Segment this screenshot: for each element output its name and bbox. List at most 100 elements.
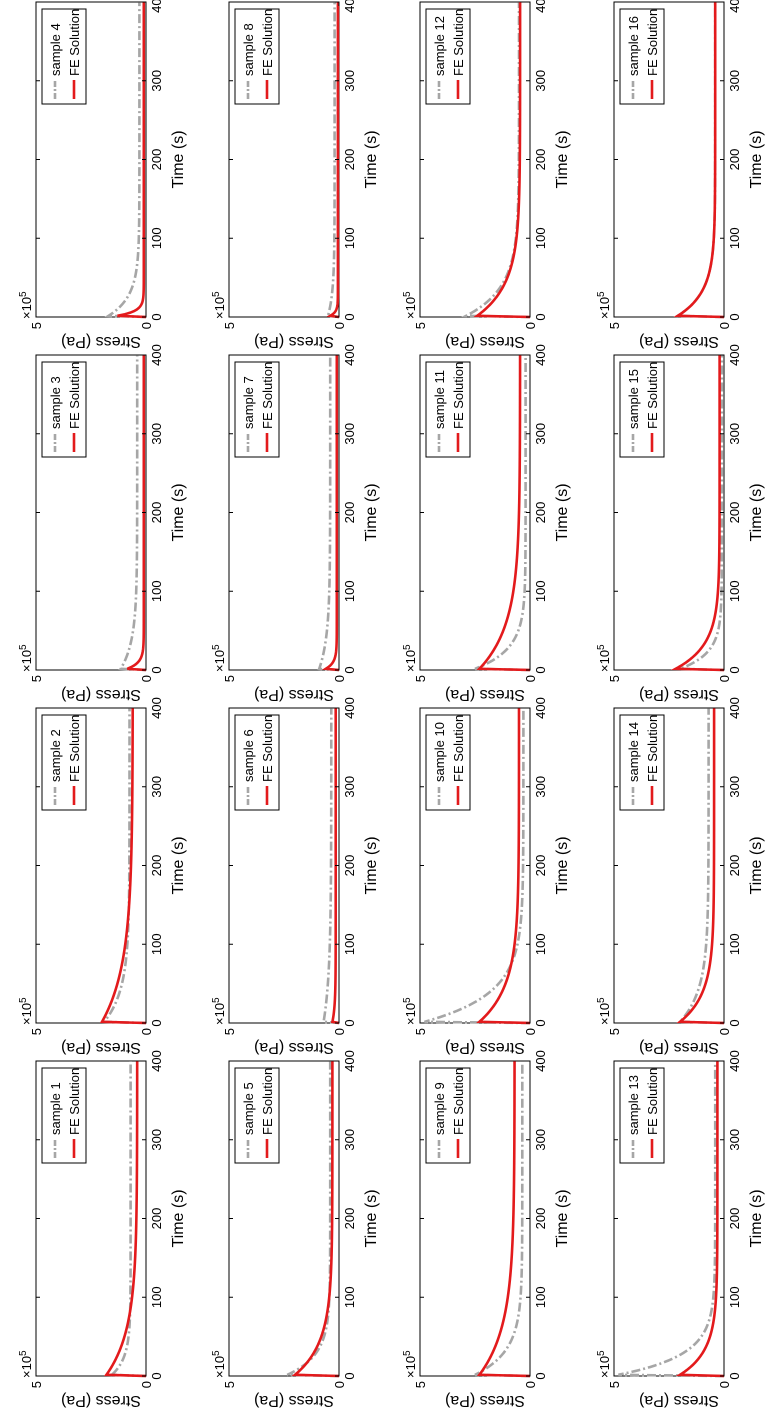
y-tick-label: 5 xyxy=(222,1028,237,1035)
x-axis-label: Time (s) xyxy=(170,130,187,188)
x-tick-label: 400 xyxy=(342,1050,357,1072)
x-tick-label: 400 xyxy=(342,697,357,719)
y-tick-label: 0 xyxy=(139,1028,154,1035)
y-multiplier-label: ×105 xyxy=(596,644,612,672)
legend-fe-label: FE Solution xyxy=(451,9,466,76)
legend-fe-label: FE Solution xyxy=(260,9,275,76)
x-tick-label: 100 xyxy=(533,227,548,249)
x-tick-label: 400 xyxy=(533,1050,548,1072)
y-tick-label: 5 xyxy=(29,1381,44,1388)
x-tick-label: 0 xyxy=(342,1019,357,1026)
x-tick-label: 400 xyxy=(342,0,357,13)
x-axis-label: Time (s) xyxy=(554,130,571,188)
sample-curve xyxy=(677,708,725,1025)
legend: sample 11 FE Solution xyxy=(425,361,471,458)
y-multiplier-label: ×105 xyxy=(211,997,227,1025)
y-multiplier-exponent: 5 xyxy=(596,291,607,297)
legend-sample-label: sample 9 xyxy=(432,1082,447,1135)
x-tick-label: 300 xyxy=(149,776,164,798)
x-axis-label: Time (s) xyxy=(363,483,380,541)
legend-sample-label: sample 15 xyxy=(626,369,641,429)
legend: sample 6 FE Solution xyxy=(234,714,280,811)
y-tick-label: 0 xyxy=(717,322,732,329)
x-tick-label: 0 xyxy=(149,1372,164,1379)
legend-sample-label: sample 3 xyxy=(48,376,63,429)
x-tick-label: 200 xyxy=(149,1208,164,1230)
legend-fe-label: FE Solution xyxy=(451,362,466,429)
x-tick-label: 300 xyxy=(342,70,357,92)
x-tick-label: 300 xyxy=(342,776,357,798)
x-tick-label: 200 xyxy=(533,855,548,877)
legend-sample-label: sample 16 xyxy=(626,16,641,76)
y-tick-label: 0 xyxy=(523,1381,538,1388)
x-axis-label: Time (s) xyxy=(554,1189,571,1247)
y-axis-label: Stress (Pa) xyxy=(639,686,719,703)
x-tick-label: 100 xyxy=(149,1286,164,1308)
x-tick-label: 300 xyxy=(533,70,548,92)
y-tick-label: 5 xyxy=(222,1381,237,1388)
legend: sample 2 FE Solution xyxy=(41,714,87,811)
y-multiplier-exponent: 5 xyxy=(402,1350,413,1356)
y-multiplier-exponent: 5 xyxy=(18,644,29,650)
y-tick-label: 0 xyxy=(717,1381,732,1388)
x-axis-label: Time (s) xyxy=(363,130,380,188)
y-tick-label: 0 xyxy=(139,322,154,329)
x-tick-label: 0 xyxy=(533,1019,548,1026)
x-tick-label: 100 xyxy=(342,580,357,602)
x-tick-label: 300 xyxy=(533,776,548,798)
sample-curve xyxy=(101,708,147,1025)
y-axis-label: Stress (Pa) xyxy=(254,333,334,350)
x-tick-label: 0 xyxy=(149,313,164,320)
x-tick-label: 200 xyxy=(727,502,742,524)
fe-solution-curve xyxy=(673,2,725,319)
fe-solution-curve xyxy=(476,1061,531,1378)
x-tick-label: 0 xyxy=(533,666,548,673)
x-tick-label: 100 xyxy=(342,1286,357,1308)
y-multiplier-label: ×105 xyxy=(211,1350,227,1378)
x-tick-label: 0 xyxy=(533,313,548,320)
y-multiplier-exponent: 5 xyxy=(211,644,222,650)
y-tick-label: 0 xyxy=(139,675,154,682)
x-tick-label: 0 xyxy=(149,1019,164,1026)
x-tick-label: 200 xyxy=(533,1208,548,1230)
legend-fe-label: FE Solution xyxy=(645,715,660,782)
legend-fe-label: FE Solution xyxy=(67,715,82,782)
y-tick-label: 0 xyxy=(523,1028,538,1035)
legend-fe-label: FE Solution xyxy=(451,1068,466,1135)
y-tick-label: 0 xyxy=(717,1028,732,1035)
legend-sample-label: sample 6 xyxy=(241,729,256,782)
x-tick-label: 400 xyxy=(727,344,742,366)
x-axis-label: Time (s) xyxy=(170,836,187,894)
x-tick-label: 100 xyxy=(533,933,548,955)
x-tick-label: 400 xyxy=(533,697,548,719)
sample-curve xyxy=(424,708,531,1025)
legend: sample 4 FE Solution xyxy=(41,8,87,105)
y-tick-label: 0 xyxy=(523,675,538,682)
x-axis-label: Time (s) xyxy=(554,483,571,541)
x-tick-label: 300 xyxy=(149,70,164,92)
x-tick-label: 400 xyxy=(149,0,164,13)
x-tick-label: 300 xyxy=(342,1129,357,1151)
sample-curve xyxy=(474,1061,531,1378)
y-multiplier-exponent: 5 xyxy=(596,1350,607,1356)
sample-curve xyxy=(322,708,340,1025)
y-multiplier-exponent: 5 xyxy=(211,291,222,297)
sample-curve xyxy=(326,2,340,319)
y-tick-label: 0 xyxy=(332,322,347,329)
sample-curve xyxy=(618,1061,725,1378)
x-tick-label: 100 xyxy=(727,933,742,955)
legend: sample 10 FE Solution xyxy=(425,714,471,811)
y-multiplier-label: ×105 xyxy=(596,997,612,1025)
sample-curve xyxy=(286,1061,340,1378)
legend: sample 13 FE Solution xyxy=(619,1067,665,1164)
legend-fe-label: FE Solution xyxy=(67,9,82,76)
y-axis-label: Stress (Pa) xyxy=(639,1039,719,1056)
y-tick-label: 5 xyxy=(29,1028,44,1035)
x-tick-label: 200 xyxy=(149,855,164,877)
x-axis-label: Time (s) xyxy=(554,836,571,894)
legend-sample-label: sample 14 xyxy=(626,722,641,782)
